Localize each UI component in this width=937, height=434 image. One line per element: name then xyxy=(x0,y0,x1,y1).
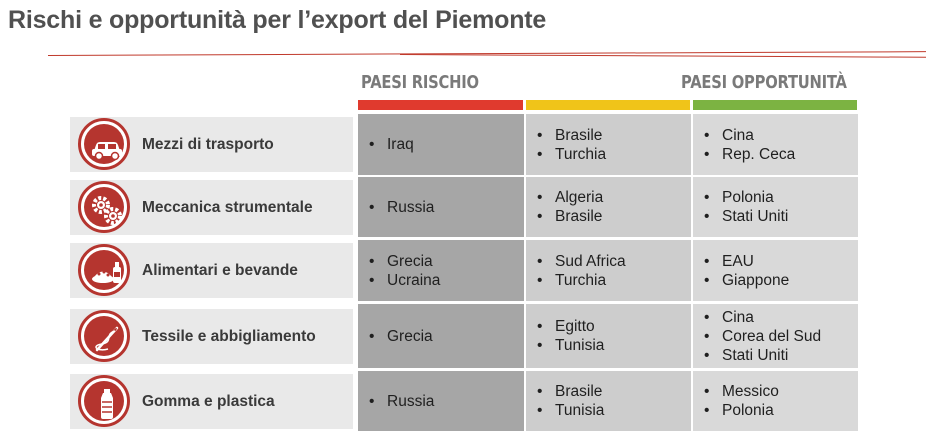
middle-cell: BrasileTurchia xyxy=(526,114,691,175)
car-icon xyxy=(78,118,130,170)
plastic-bottle-icon xyxy=(78,374,130,427)
middle-cell: BrasileTunisia xyxy=(526,371,691,431)
sector-row: Tessile e abbigliamento xyxy=(70,308,353,364)
country-item: Brasile xyxy=(537,126,691,145)
sector-label: Gomma e plastica xyxy=(142,392,275,410)
country-item: Tunisia xyxy=(537,401,691,420)
country-item: Cina xyxy=(704,308,858,327)
country-item: EAU xyxy=(704,252,858,271)
risk-cell: Russia xyxy=(358,177,524,237)
country-item: Giappone xyxy=(704,271,858,290)
country-item: Russia xyxy=(369,198,524,217)
page-title: Rischi e opportunità per l’export del Pi… xyxy=(8,6,547,34)
country-item: Grecia xyxy=(369,327,524,346)
opportunity-cell: EAUGiappone xyxy=(693,240,858,301)
sector-row: Alimentari e bevande xyxy=(70,243,353,298)
sector-label: Mezzi di trasporto xyxy=(142,136,274,153)
country-item: Algeria xyxy=(537,188,691,207)
header-opportunity: PAESI OPPORTUNITÀ xyxy=(681,72,847,93)
risk-color-bar xyxy=(358,100,523,110)
sector-label: Tessile e abbigliamento xyxy=(142,327,316,345)
opportunity-cell: MessicoPolonia xyxy=(693,371,858,431)
risk-cell: Grecia xyxy=(358,304,524,368)
country-item: Sud Africa xyxy=(537,252,691,271)
country-item: Ucraina xyxy=(369,271,524,290)
risk-cell: GreciaUcraina xyxy=(358,240,524,301)
country-item: Brasile xyxy=(537,382,691,401)
country-item: Stati Uniti xyxy=(704,207,858,226)
country-item: Grecia xyxy=(369,252,524,271)
country-item: Stati Uniti xyxy=(704,346,858,365)
header-risk: PAESI RISCHIO xyxy=(361,72,479,93)
title-underline-accent xyxy=(399,54,926,58)
risk-cell: Russia xyxy=(358,371,524,431)
opportunity-cell: CinaCorea del SudStati Uniti xyxy=(693,304,858,368)
sector-row: Mezzi di trasporto xyxy=(70,117,353,172)
country-item: Turchia xyxy=(537,145,691,164)
opportunity-color-bar xyxy=(693,100,857,110)
risk-cell: Iraq xyxy=(358,114,524,175)
country-item: Polonia xyxy=(704,401,858,420)
gears-icon xyxy=(78,180,130,233)
needle-thread-icon xyxy=(78,309,130,362)
opportunity-cell: PoloniaStati Uniti xyxy=(693,177,858,237)
country-item: Corea del Sud xyxy=(704,327,858,346)
sector-label: Alimentari e bevande xyxy=(142,262,298,279)
country-item: Tunisia xyxy=(537,336,691,355)
opportunity-cell: CinaRep. Ceca xyxy=(693,114,858,175)
country-item: Messico xyxy=(704,382,858,401)
country-item: Egitto xyxy=(537,317,691,336)
middle-cell: AlgeriaBrasile xyxy=(526,177,691,237)
middle-cell: Sud AfricaTurchia xyxy=(526,240,691,301)
country-item: Brasile xyxy=(537,207,691,226)
country-item: Russia xyxy=(369,392,524,411)
country-item: Turchia xyxy=(537,271,691,290)
food-bottle-icon xyxy=(78,244,130,296)
country-item: Rep. Ceca xyxy=(704,145,858,164)
sector-row: Gomma e plastica xyxy=(70,373,353,429)
country-item: Cina xyxy=(704,126,858,145)
country-item: Polonia xyxy=(704,188,858,207)
country-item: Iraq xyxy=(369,135,524,154)
sector-label: Meccanica strumentale xyxy=(142,198,313,216)
middle-cell: EgittoTunisia xyxy=(526,304,691,368)
sector-row: Meccanica strumentale xyxy=(70,179,353,235)
middle-color-bar xyxy=(526,100,690,110)
